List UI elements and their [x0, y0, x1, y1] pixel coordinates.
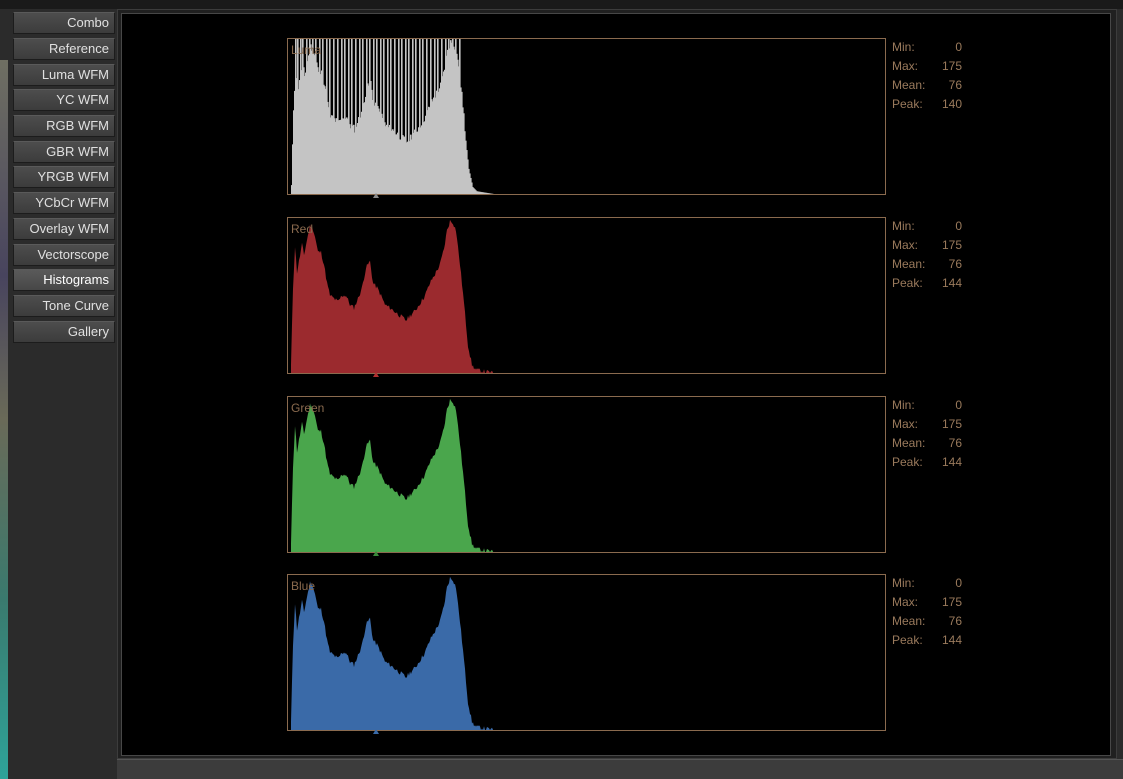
nav-rgb-wfm[interactable]: RGB WFM	[13, 115, 115, 137]
peak-value: 144	[941, 455, 962, 469]
nav-vectorscope[interactable]: Vectorscope	[13, 244, 115, 266]
luma-stats: Min: 0 Max: 175 Mean: 76 Peak: 140	[892, 38, 972, 114]
min-label: Min:	[892, 576, 915, 590]
green-stats: Min: 0 Max: 175 Mean: 76 Peak: 144	[892, 396, 972, 472]
mean-label: Mean:	[892, 614, 926, 628]
mean-value: 76	[948, 436, 962, 450]
top-bar	[0, 0, 1123, 9]
mean-marker	[373, 729, 379, 734]
mean-label: Mean:	[892, 78, 926, 92]
channel-label: Blue	[291, 579, 316, 593]
max-value: 175	[941, 59, 962, 73]
max-label: Max:	[892, 238, 919, 252]
red-histogram-panel: Red	[287, 217, 886, 374]
background-window-strip	[0, 60, 8, 779]
nav-tone-curve[interactable]: Tone Curve	[13, 295, 115, 317]
max-value: 175	[941, 417, 962, 431]
blue-stats: Min: 0 Max: 175 Mean: 76 Peak: 144	[892, 574, 972, 650]
peak-value: 140	[941, 97, 962, 111]
peak-value: 144	[941, 633, 962, 647]
min-value: 0	[955, 219, 962, 233]
nav-luma-wfm[interactable]: Luma WFM	[13, 64, 115, 86]
max-label: Max:	[892, 595, 919, 609]
histogram-area	[291, 576, 493, 730]
max-label: Max:	[892, 59, 919, 73]
green-histogram-panel: Green	[287, 396, 886, 553]
nav-ycbcr-wfm[interactable]: YCbCr WFM	[13, 192, 115, 214]
luma-histogram-panel: Luma	[287, 38, 886, 195]
blue-histogram-panel: Blue	[287, 574, 886, 731]
max-value: 175	[941, 238, 962, 252]
max-label: Max:	[892, 417, 919, 431]
blue-histogram-plot	[291, 576, 493, 730]
max-value: 175	[941, 595, 962, 609]
nav-histograms[interactable]: Histograms	[13, 269, 115, 291]
mean-value: 76	[948, 614, 962, 628]
red-stats: Min: 0 Max: 175 Mean: 76 Peak: 144	[892, 217, 972, 293]
mean-label: Mean:	[892, 257, 926, 271]
min-label: Min:	[892, 219, 915, 233]
nav-overlay-wfm[interactable]: Overlay WFM	[13, 218, 115, 240]
mean-value: 76	[948, 257, 962, 271]
luma-histogram-plot	[291, 39, 494, 194]
min-value: 0	[955, 576, 962, 590]
min-label: Min:	[892, 40, 915, 54]
min-value: 0	[955, 398, 962, 412]
mean-value: 76	[948, 78, 962, 92]
peak-label: Peak:	[892, 97, 923, 111]
peak-label: Peak:	[892, 633, 923, 647]
nav-yrgb-wfm[interactable]: YRGB WFM	[13, 166, 115, 188]
nav-gbr-wfm[interactable]: GBR WFM	[13, 141, 115, 163]
green-histogram-plot	[291, 398, 493, 552]
peak-label: Peak:	[892, 455, 923, 469]
mean-marker	[373, 551, 379, 556]
nav-reference[interactable]: Reference	[13, 38, 115, 60]
scope-type-sidebar: Combo Reference Luma WFM YC WFM RGB WFM …	[8, 9, 116, 779]
channel-label: Luma	[291, 43, 322, 57]
nav-gallery[interactable]: Gallery	[13, 321, 115, 343]
nav-combo[interactable]: Combo	[13, 12, 115, 34]
mean-marker	[373, 193, 379, 198]
channel-label: Red	[291, 222, 314, 236]
min-value: 0	[955, 40, 962, 54]
bottom-status-bar	[117, 759, 1123, 779]
channel-label: Green	[291, 401, 325, 415]
mean-label: Mean:	[892, 436, 926, 450]
histogram-area	[291, 398, 493, 552]
nav-yc-wfm[interactable]: YC WFM	[13, 89, 115, 111]
peak-value: 144	[941, 276, 962, 290]
peak-label: Peak:	[892, 276, 923, 290]
red-histogram-plot	[291, 219, 493, 373]
histogram-area	[291, 219, 493, 373]
mean-marker	[373, 372, 379, 377]
min-label: Min:	[892, 398, 915, 412]
